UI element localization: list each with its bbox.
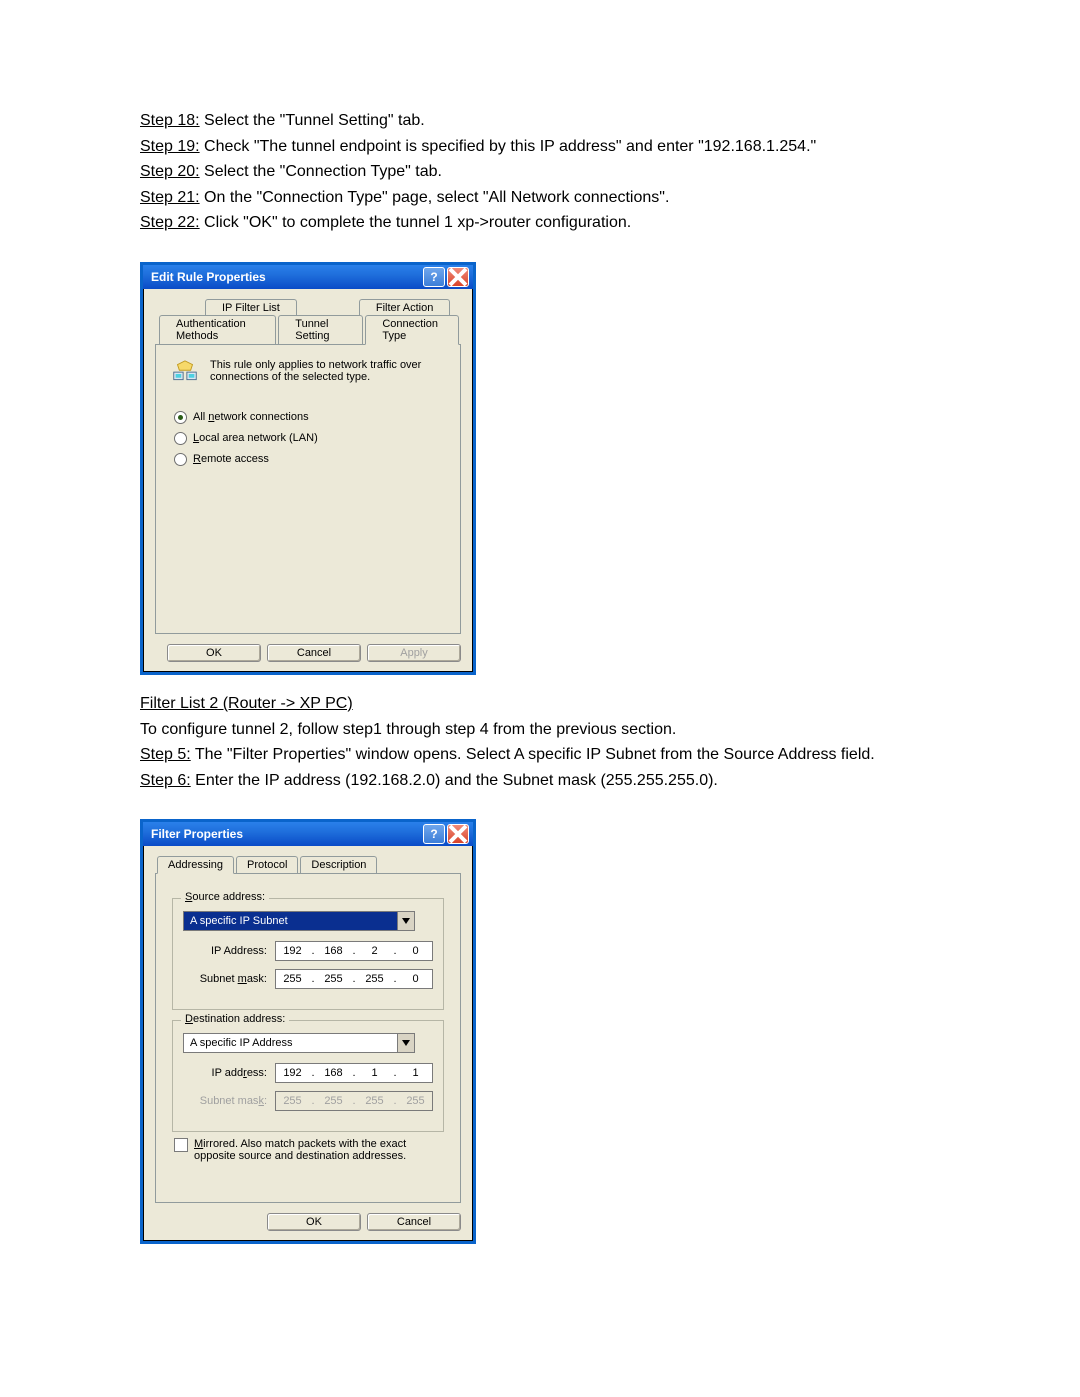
step-text: Select the "Tunnel Setting" tab. [200, 112, 425, 129]
step-label: Step 20: [140, 163, 200, 180]
chevron-down-icon [397, 912, 414, 930]
ok-button[interactable]: OK [267, 1213, 361, 1231]
titlebar[interactable]: Edit Rule Properties ? [143, 265, 473, 289]
step-21: Step 21: On the "Connection Type" page, … [140, 187, 940, 209]
help-button[interactable]: ? [423, 267, 445, 287]
tabs: Addressing Protocol Description [155, 856, 461, 874]
step-text: Click "OK" to complete the tunnel 1 xp->… [200, 214, 632, 231]
tab-addressing[interactable]: Addressing [157, 856, 234, 874]
source-ip-row: IP Address: 192. 168. 2. 0 [183, 941, 433, 961]
rule-description: This rule only applies to network traffi… [170, 359, 446, 387]
edit-rule-dialog: Edit Rule Properties ? IP Filter List Fi… [140, 262, 476, 675]
radio-label: Local area network (LAN) [193, 432, 318, 444]
source-address-dropdown[interactable]: A specific IP Subnet [183, 911, 415, 931]
cancel-button[interactable]: Cancel [367, 1213, 461, 1231]
source-mask-field[interactable]: 255. 255. 255. 0 [275, 969, 433, 989]
radio-label: All network connections [193, 411, 309, 423]
source-legend: Source address: [181, 891, 269, 903]
radio-label: Remote access [193, 453, 269, 465]
dialog-body: Addressing Protocol Description Source a… [143, 846, 473, 1241]
dialog-title: Filter Properties [151, 827, 421, 841]
step-6: Step 6: Enter the IP address (192.168.2.… [140, 770, 940, 792]
network-connections-icon [170, 359, 200, 387]
radio-remote[interactable]: Remote access [174, 453, 446, 466]
cancel-button[interactable]: Cancel [267, 644, 361, 662]
dialog-body: IP Filter List Filter Action Authenticat… [143, 289, 473, 672]
radio-dot-icon [174, 432, 187, 445]
destination-mask-field: 255. 255. 255. 255 [275, 1091, 433, 1111]
tab-tunnel-setting[interactable]: Tunnel Setting [278, 315, 363, 345]
step-label: Step 18: [140, 112, 200, 129]
ip-address-label: IP Address: [183, 945, 275, 957]
filter-list-2-heading: Filter List 2 (Router -> XP PC) [140, 693, 940, 715]
destination-address-dropdown[interactable]: A specific IP Address [183, 1033, 415, 1053]
tab-connection-type[interactable]: Connection Type [365, 315, 459, 345]
radio-lan[interactable]: Local area network (LAN) [174, 432, 446, 445]
step-text: On the "Connection Type" page, select "A… [200, 189, 670, 206]
tab-filter-action[interactable]: Filter Action [359, 299, 450, 316]
dialog-buttons: OK Cancel Apply [155, 644, 461, 662]
radio-all-network[interactable]: All network connections [174, 411, 446, 424]
help-button[interactable]: ? [423, 824, 445, 844]
section2-line1: To configure tunnel 2, follow step1 thro… [140, 719, 940, 741]
filter-properties-dialog: Filter Properties ? Addressing Protocol … [140, 819, 476, 1244]
step-label: Step 21: [140, 189, 200, 206]
destination-mask-row: Subnet mask: 255. 255. 255. 255 [183, 1091, 433, 1111]
tabs-row-back: IP Filter List Filter Action [155, 299, 461, 316]
mirrored-label: Mirrored. Also match packets with the ex… [194, 1138, 442, 1162]
subnet-mask-label: Subnet mask: [183, 973, 275, 985]
tab-description[interactable]: Description [300, 856, 377, 874]
filter-properties-dialog-wrap: Filter Properties ? Addressing Protocol … [140, 819, 940, 1244]
apply-button[interactable]: Apply [367, 644, 461, 662]
titlebar[interactable]: Filter Properties ? [143, 822, 473, 846]
radio-dot-icon [174, 411, 187, 424]
chevron-down-icon [397, 1034, 414, 1052]
radio-dot-icon [174, 453, 187, 466]
destination-legend: Destination address: [181, 1013, 289, 1025]
dialog-buttons: OK Cancel [155, 1213, 461, 1231]
mirrored-checkbox[interactable] [174, 1138, 188, 1152]
steps-block-mid: Filter List 2 (Router -> XP PC) To confi… [140, 693, 940, 791]
close-button[interactable] [447, 824, 469, 844]
tab-auth-methods[interactable]: Authentication Methods [159, 315, 276, 345]
step-label: Step 22: [140, 214, 200, 231]
step-22: Step 22: Click "OK" to complete the tunn… [140, 212, 940, 234]
step-label: Step 19: [140, 138, 200, 155]
tab-ip-filter-list[interactable]: IP Filter List [205, 299, 297, 316]
source-mask-row: Subnet mask: 255. 255. 255. 0 [183, 969, 433, 989]
source-address-group: Source address: A specific IP Subnet IP … [172, 898, 444, 1010]
close-button[interactable] [447, 267, 469, 287]
ip-address-label: IP address: [183, 1067, 275, 1079]
subnet-mask-label: Subnet mask: [183, 1095, 275, 1107]
connection-type-radios: All network connections Local area netwo… [174, 411, 446, 466]
step-18: Step 18: Select the "Tunnel Setting" tab… [140, 110, 940, 132]
step-20: Step 20: Select the "Connection Type" ta… [140, 161, 940, 183]
destination-ip-row: IP address: 192. 168. 1. 1 [183, 1063, 433, 1083]
edit-rule-dialog-wrap: Edit Rule Properties ? IP Filter List Fi… [140, 262, 940, 675]
mirrored-checkbox-row[interactable]: Mirrored. Also match packets with the ex… [174, 1138, 442, 1162]
source-ip-field[interactable]: 192. 168. 2. 0 [275, 941, 433, 961]
rule-description-text: This rule only applies to network traffi… [210, 359, 446, 383]
step-19: Step 19: Check "The tunnel endpoint is s… [140, 136, 940, 158]
step-5: Step 5: The "Filter Properties" window o… [140, 744, 940, 766]
steps-block-top: Step 18: Select the "Tunnel Setting" tab… [140, 110, 940, 234]
tab-protocol[interactable]: Protocol [236, 856, 298, 874]
ok-button[interactable]: OK [167, 644, 261, 662]
step-text: Check "The tunnel endpoint is specified … [200, 138, 817, 155]
tab-panel: This rule only applies to network traffi… [155, 344, 461, 634]
dropdown-value: A specific IP Address [184, 1034, 397, 1052]
dropdown-value: A specific IP Subnet [184, 912, 397, 930]
tab-panel: Source address: A specific IP Subnet IP … [155, 873, 461, 1203]
destination-address-group: Destination address: A specific IP Addre… [172, 1020, 444, 1132]
destination-ip-field[interactable]: 192. 168. 1. 1 [275, 1063, 433, 1083]
step-text: Select the "Connection Type" tab. [200, 163, 442, 180]
tabs-row-front: Authentication Methods Tunnel Setting Co… [155, 315, 461, 345]
dialog-title: Edit Rule Properties [151, 270, 421, 284]
